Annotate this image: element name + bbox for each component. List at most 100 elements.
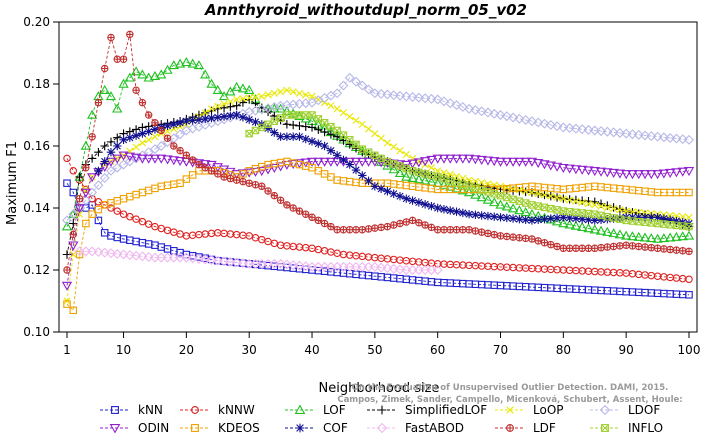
data-point-ldf [641, 243, 649, 251]
data-point-ldf [283, 201, 291, 209]
data-point-loop [559, 195, 567, 203]
data-point-ldf [528, 235, 536, 243]
data-point-ldof [520, 114, 531, 125]
data-point-inflo [641, 218, 649, 226]
legend-item-ldof: LDOF [590, 403, 660, 417]
data-point-ldf [264, 187, 272, 195]
data-point-loop [578, 198, 586, 207]
series-knnw [63, 154, 693, 284]
data-point-knnw [63, 154, 71, 163]
legend-swatch-marker [599, 404, 611, 416]
data-point-fastabod [369, 261, 380, 272]
data-point-odin [143, 154, 154, 164]
data-point-lof [633, 231, 644, 241]
data-point-cof [358, 171, 367, 180]
data-point-odin [124, 152, 135, 162]
data-point-inflo [364, 148, 373, 156]
data-point-fastabod [87, 246, 98, 257]
data-point-cof [534, 215, 543, 224]
data-point-odin [665, 168, 676, 178]
data-point-inflo [553, 206, 561, 214]
data-point-fastabod [193, 253, 204, 264]
data-point-inflo [277, 114, 285, 122]
data-point-odin [426, 155, 437, 165]
data-point-fastabod [219, 256, 230, 267]
data-point-lof [181, 56, 192, 67]
series-odin [61, 151, 695, 291]
data-point-odin [149, 154, 161, 164]
legend-item-simplifiedlof: SimplifiedLOF [367, 403, 487, 417]
data-point-odin [608, 168, 619, 178]
data-point-cof [502, 213, 511, 223]
data-point-knnw [251, 234, 260, 242]
data-point-cof [251, 117, 260, 127]
data-point-fastabod [288, 260, 299, 271]
data-point-cof [226, 111, 235, 120]
data-point-inflo [559, 207, 567, 215]
data-point-ldf [252, 181, 259, 188]
data-point-lof [595, 225, 607, 235]
data-point-cof [106, 148, 116, 157]
data-point-odin [514, 157, 525, 167]
data-point-cof [301, 134, 310, 144]
data-point-loop [396, 147, 404, 155]
data-point-fastabod [106, 248, 116, 259]
data-point-ldof [369, 88, 380, 99]
data-point-lof [61, 221, 73, 231]
data-point-odin [526, 157, 538, 167]
data-point-lof [225, 86, 236, 96]
data-point-lof [621, 230, 632, 240]
data-point-kdeos [119, 194, 128, 203]
data-point-odin [583, 166, 594, 176]
data-point-inflo [421, 170, 429, 178]
data-point-ldf [585, 245, 592, 252]
data-point-odin [231, 170, 242, 180]
data-point-lof [639, 232, 651, 242]
data-point-loop [452, 172, 461, 180]
data-point-ldf [560, 245, 567, 252]
data-point-ldf [202, 164, 209, 171]
data-point-cof [521, 215, 530, 224]
data-point-loop [226, 98, 234, 106]
data-point-ldf [509, 233, 517, 241]
data-point-ldf [201, 163, 209, 172]
data-point-lof [470, 189, 481, 199]
data-point-cof [615, 213, 625, 223]
data-point-loop [295, 89, 304, 97]
data-point-odin [633, 170, 644, 180]
data-point-ldf [170, 142, 178, 150]
data-point-odin [275, 162, 286, 172]
data-point-inflo [383, 157, 392, 166]
data-point-lof [451, 183, 462, 193]
data-point-loop [446, 170, 454, 179]
data-point-knn [94, 216, 103, 225]
data-point-ldf [491, 231, 498, 238]
data-point-ldof [627, 129, 638, 140]
data-point-ldof [376, 88, 387, 99]
data-point-ldof [93, 180, 104, 191]
data-point-knnw [69, 167, 78, 175]
data-point-ldf [453, 226, 460, 233]
data-point-ldf [572, 245, 580, 252]
data-point-ldf [144, 111, 153, 119]
data-point-ldof [658, 132, 669, 143]
data-point-inflo [647, 219, 655, 227]
data-point-lof [476, 192, 487, 202]
data-point-odin [68, 241, 79, 251]
data-point-ldf [421, 221, 429, 229]
data-point-cof [100, 157, 109, 166]
data-point-inflo [547, 205, 555, 213]
data-point-loop [490, 181, 498, 189]
data-point-ldof [614, 128, 625, 138]
data-point-inflo [327, 122, 335, 131]
data-point-odin [589, 167, 600, 177]
data-point-cof [395, 192, 405, 201]
data-point-cof [433, 203, 442, 213]
data-point-ldf [427, 223, 436, 232]
legend-label: SimplifiedLOF [405, 403, 487, 417]
data-point-lof [162, 64, 173, 74]
data-point-cof [339, 155, 348, 165]
data-point-loop [69, 250, 77, 259]
data-point-odin [244, 168, 255, 178]
data-point-simplifiedlof [307, 123, 317, 132]
